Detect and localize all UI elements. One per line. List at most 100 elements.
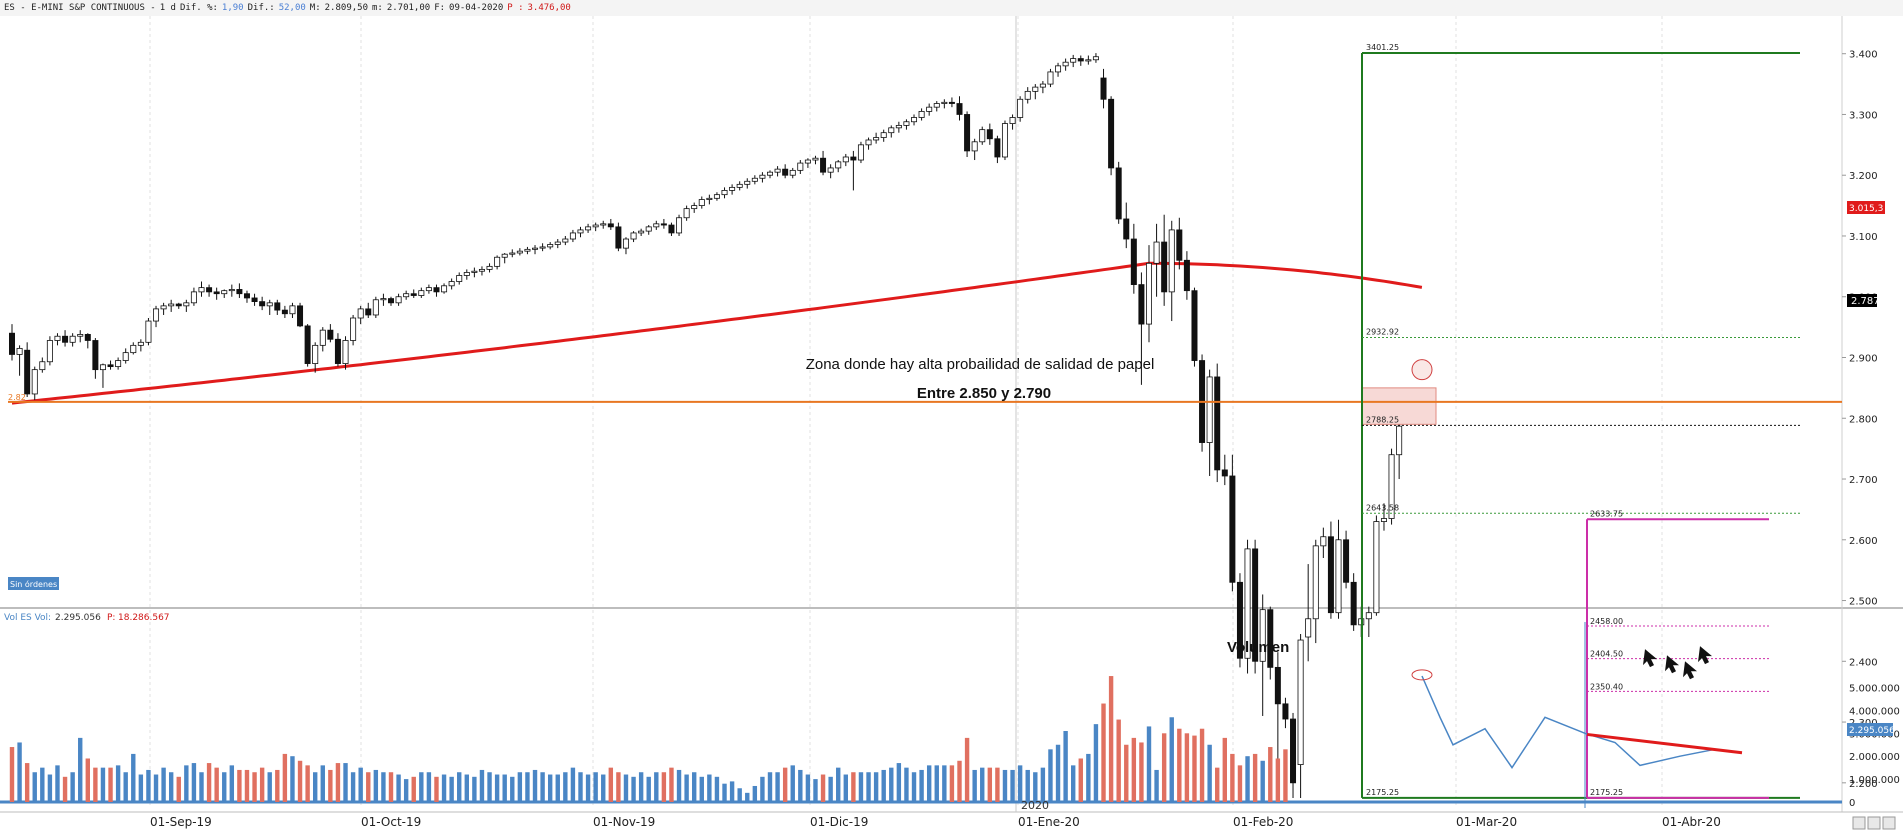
year-label: 2020 [1021, 799, 1049, 812]
candle-body [1259, 609, 1266, 662]
candle-body [1244, 548, 1251, 659]
volume-bar [896, 763, 902, 802]
volume-bar [904, 767, 909, 802]
candle-body [1153, 241, 1160, 264]
candle-body [350, 317, 357, 341]
candle-body [1335, 539, 1342, 614]
volume-bar [426, 772, 432, 802]
volume-bar [752, 785, 758, 802]
volume-bar [555, 774, 560, 802]
volume-bar [563, 772, 568, 802]
candle-body [1077, 58, 1084, 62]
candle-body [312, 344, 319, 364]
draw-tool-button[interactable] [1882, 816, 1896, 830]
volume-bar [1108, 676, 1114, 802]
volume-bar [646, 776, 651, 802]
annotation-line2: Entre 2.850 y 2.790 [917, 385, 1051, 402]
volume-bar [942, 765, 947, 802]
volume-bar [343, 763, 348, 802]
candle-body [1108, 98, 1115, 169]
candle-body [713, 194, 720, 199]
level-low-label: 2175.25 [1366, 788, 1399, 797]
panel-toggle-button[interactable] [1852, 816, 1866, 830]
candle-body [198, 287, 205, 293]
volume-bar [676, 769, 682, 802]
candle-body [137, 341, 144, 346]
volume-bar [1222, 737, 1227, 802]
sin-ordenes-label: Sin órdenes [10, 579, 57, 589]
candle-body [638, 230, 645, 234]
candle-body [759, 174, 766, 179]
volume-trend-line [1421, 675, 1716, 769]
candle-body [471, 270, 478, 273]
level-2350-label: 2350.40 [1590, 682, 1623, 691]
candle-body [1100, 77, 1107, 100]
header-min-value: 2.701,00 [386, 3, 431, 13]
volume-bar [17, 742, 22, 802]
volume-bar [585, 774, 591, 802]
candle-body [865, 139, 872, 146]
ma-price-tag [1847, 201, 1885, 214]
candle-body [585, 226, 592, 231]
volume-bar [1184, 733, 1190, 802]
volume-bar [411, 776, 416, 802]
candle-body [577, 229, 584, 234]
volume-bar [1154, 769, 1159, 802]
volume-bar [267, 772, 272, 802]
candle-body [941, 101, 948, 104]
candle-body [243, 293, 250, 299]
header-dif-pct-value: 1,90 [221, 3, 244, 13]
volume-bar [237, 769, 242, 802]
volume-bar [502, 774, 507, 802]
candle-body [979, 129, 986, 143]
volume-bar [782, 767, 788, 802]
candle-body [319, 329, 326, 346]
volume-bar [1116, 719, 1121, 802]
price-volume-chart[interactable]: 3401.25 2932.92 2788.25 2643.58 2175.25 2633.… [0, 16, 1903, 832]
volume-bar [858, 772, 864, 802]
header-symbol: ES - E-MINI S&P CONTINUOUS - [4, 3, 156, 13]
sin-ordenes-badge[interactable] [8, 577, 59, 590]
candle-body [334, 338, 341, 364]
candle-body [448, 281, 455, 287]
volume-bar [570, 767, 576, 802]
volume-bar [487, 772, 492, 802]
layout-button[interactable] [1867, 816, 1881, 830]
candle-body [592, 224, 599, 228]
volume-bar [449, 776, 454, 802]
candle-body [39, 361, 46, 371]
annotation-line1: Zona donde hay alta probailidad de salid… [806, 356, 1155, 373]
candle-body [206, 287, 213, 293]
volume-bar [335, 763, 341, 802]
candle-body [395, 296, 402, 304]
volume-bar [623, 774, 629, 802]
candle-body [569, 232, 576, 240]
x-axis-label: 01-Sep-19 [150, 815, 212, 829]
x-axis-label: 01-Feb-20 [1233, 815, 1293, 829]
volume-bar [540, 772, 545, 802]
candle-body [1092, 56, 1099, 61]
candle-body [69, 335, 76, 343]
fib-2932-label: 2932.92 [1366, 327, 1399, 336]
volume-bar [419, 772, 424, 802]
price-axis-tick: 2.800 [1849, 414, 1878, 425]
candle-body [539, 246, 546, 249]
volume-bar [108, 767, 113, 802]
volume-bar [184, 765, 189, 802]
candle-body [46, 340, 53, 363]
price-axis-tick: 3.200 [1849, 171, 1878, 182]
candle-body [767, 171, 774, 176]
volume-bar [775, 772, 780, 802]
volume-bar [699, 776, 704, 802]
volume-bar [93, 767, 98, 802]
level-2404-label: 2404.50 [1590, 650, 1623, 659]
candle-body [1206, 376, 1213, 443]
candle-body [289, 305, 296, 315]
volume-bar [441, 774, 447, 802]
volume-bar [964, 737, 970, 802]
volume-bar [55, 765, 60, 802]
volume-bar [934, 765, 939, 802]
candle-body [1009, 117, 1016, 124]
chart-header: ES - E-MINI S&P CONTINUOUS -1 d Dif. %: 1,… [0, 0, 1903, 17]
level-2458-label: 2458.00 [1590, 617, 1623, 626]
